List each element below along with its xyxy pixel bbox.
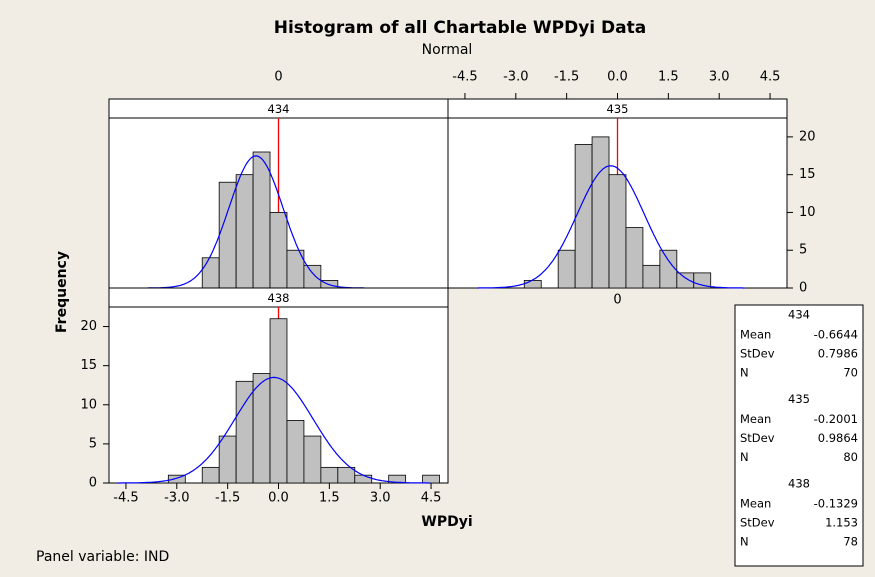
y-tick-label: 20 bbox=[799, 129, 816, 144]
bar bbox=[235, 174, 254, 289]
x-tick-label: 4.5 bbox=[421, 491, 442, 506]
bar bbox=[659, 249, 678, 289]
x-tick-label: 1.5 bbox=[319, 491, 340, 506]
x-tick-label: -1.5 bbox=[554, 70, 579, 85]
normal-curve bbox=[117, 376, 431, 484]
y-tick-label: 20 bbox=[80, 319, 97, 334]
x-tick-label: -4.5 bbox=[452, 70, 477, 85]
footnote: Panel variable: IND bbox=[36, 549, 169, 565]
bar bbox=[422, 474, 440, 484]
bar bbox=[252, 373, 271, 484]
legend-key: StDev bbox=[740, 516, 775, 530]
chart-subtitle: Normal bbox=[422, 42, 473, 58]
panel-label: 434 bbox=[268, 102, 290, 116]
legend-key: StDev bbox=[740, 347, 775, 361]
legend-value: -0.1329 bbox=[814, 497, 858, 511]
bar bbox=[388, 474, 407, 484]
y-axis-label: Frequency bbox=[54, 251, 70, 333]
legend-box bbox=[734, 304, 864, 567]
y-tick-label: 0 bbox=[799, 281, 807, 296]
bar bbox=[523, 280, 542, 289]
y-tick-label: 15 bbox=[799, 167, 816, 182]
legend-value: 0.9864 bbox=[818, 431, 858, 445]
panel-label: 435 bbox=[607, 102, 629, 116]
legend-key: N bbox=[740, 450, 749, 464]
legend-key: N bbox=[740, 366, 749, 380]
panel-label: 438 bbox=[268, 291, 290, 305]
legend-title: 438 bbox=[788, 477, 810, 491]
legend-value: 70 bbox=[843, 366, 858, 380]
legend-value: 78 bbox=[843, 535, 858, 549]
y-tick-label: 0 bbox=[89, 476, 97, 491]
legend-value: 1.153 bbox=[825, 516, 858, 530]
bar bbox=[642, 264, 661, 289]
legend-key: Mean bbox=[740, 328, 771, 342]
bar bbox=[320, 466, 339, 484]
x-tick-label: -3.0 bbox=[503, 70, 528, 85]
bar bbox=[252, 151, 271, 289]
reference-label: 0 bbox=[274, 70, 282, 85]
bar bbox=[354, 474, 373, 484]
y-tick-label: 5 bbox=[89, 436, 97, 451]
bar bbox=[676, 272, 695, 289]
legend-key: N bbox=[740, 535, 749, 549]
bar bbox=[218, 181, 237, 289]
bar bbox=[337, 466, 356, 484]
legend-value: -0.2001 bbox=[814, 412, 858, 426]
x-tick-label: -1.5 bbox=[215, 491, 240, 506]
x-tick-label: 3.0 bbox=[370, 491, 391, 506]
bar bbox=[269, 318, 288, 484]
x-tick-label: 0.0 bbox=[607, 70, 628, 85]
x-tick-label: 0.0 bbox=[268, 491, 289, 506]
bar bbox=[591, 136, 610, 289]
normal-curve bbox=[147, 155, 365, 289]
x-tick-label: 3.0 bbox=[709, 70, 730, 85]
y-tick-label: 10 bbox=[799, 205, 816, 220]
bar bbox=[218, 435, 237, 484]
bar bbox=[201, 466, 220, 484]
legend-value: 0.7986 bbox=[818, 347, 858, 361]
bar bbox=[303, 435, 322, 484]
bar bbox=[608, 174, 627, 289]
normal-curve bbox=[477, 165, 745, 289]
bar bbox=[269, 212, 288, 289]
y-tick-label: 5 bbox=[799, 243, 807, 258]
x-tick-label: -4.5 bbox=[113, 491, 138, 506]
legend-title: 434 bbox=[788, 308, 810, 322]
legend-title: 435 bbox=[788, 392, 810, 406]
x-tick-label: 4.5 bbox=[760, 70, 781, 85]
y-tick-label: 15 bbox=[80, 358, 97, 373]
bar bbox=[557, 249, 576, 289]
x-axis-label: WPDyi bbox=[421, 514, 472, 530]
y-tick-label: 10 bbox=[80, 397, 97, 412]
legend-key: Mean bbox=[740, 412, 771, 426]
bar bbox=[235, 380, 254, 484]
legend-key: StDev bbox=[740, 431, 775, 445]
legend-value: -0.6644 bbox=[814, 328, 858, 342]
reference-label: 0 bbox=[613, 293, 621, 308]
bar bbox=[286, 420, 305, 484]
x-tick-label: -3.0 bbox=[164, 491, 189, 506]
chart-title: Histogram of all Chartable WPDyi Data bbox=[274, 18, 646, 38]
bar bbox=[303, 264, 322, 289]
x-tick-label: 1.5 bbox=[658, 70, 679, 85]
legend-value: 80 bbox=[843, 450, 858, 464]
bar bbox=[201, 257, 220, 289]
legend-key: Mean bbox=[740, 497, 771, 511]
bar bbox=[625, 227, 644, 289]
bar bbox=[574, 144, 593, 289]
